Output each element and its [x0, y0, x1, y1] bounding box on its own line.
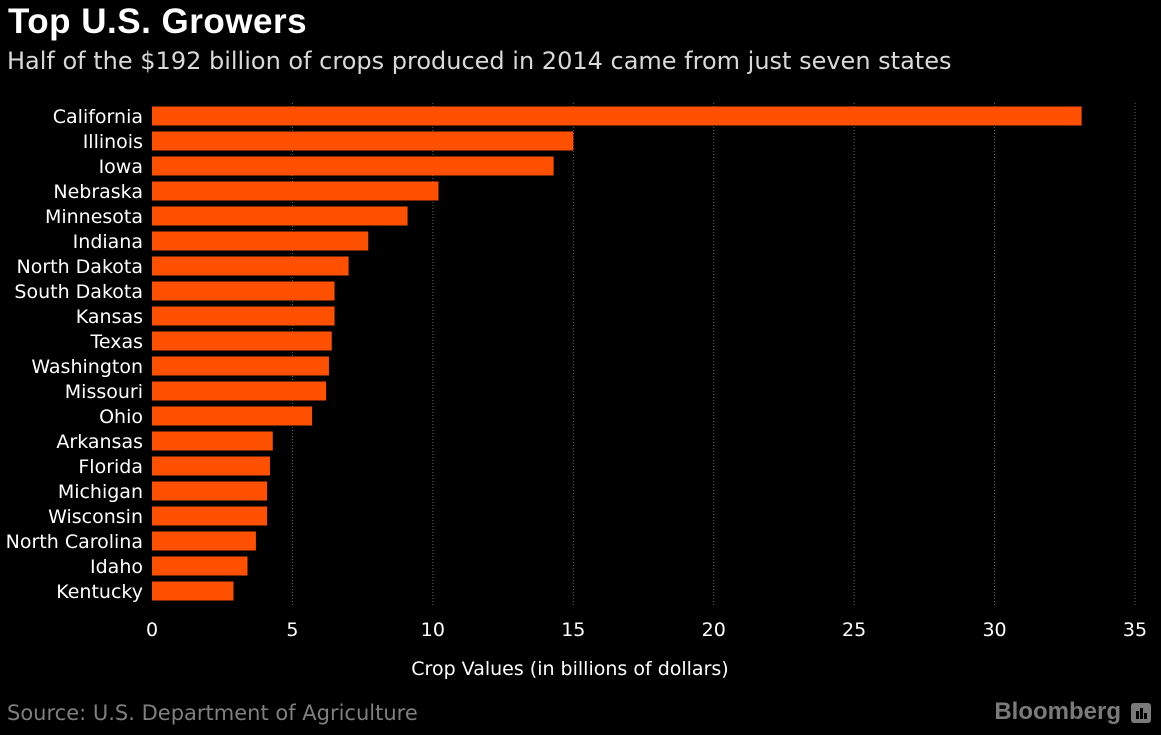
category-label: Arkansas — [56, 431, 143, 453]
bar-north-carolina — [152, 531, 256, 551]
category-label: Minnesota — [45, 206, 143, 228]
bar-texas — [152, 331, 332, 351]
bar-north-dakota — [152, 256, 349, 276]
x-tick-label: 0 — [146, 619, 158, 641]
bar-indiana — [152, 231, 369, 251]
bar-ohio — [152, 406, 313, 426]
bar-illinois — [152, 131, 574, 151]
category-label: Idaho — [90, 556, 143, 578]
bar-nebraska — [152, 181, 439, 201]
bar-kansas — [152, 306, 335, 326]
x-axis-label: Crop Values (in billions of dollars) — [411, 658, 728, 680]
category-label: Ohio — [99, 406, 143, 428]
bar-minnesota — [152, 206, 408, 226]
bar-michigan — [152, 481, 268, 501]
bar-florida — [152, 456, 270, 476]
category-label: North Carolina — [6, 531, 143, 553]
x-tick-label: 15 — [561, 619, 585, 641]
category-label: California — [53, 106, 143, 128]
category-label: Washington — [31, 356, 143, 378]
category-label: North Dakota — [17, 256, 144, 278]
x-tick-label: 30 — [982, 619, 1006, 641]
category-label: Michigan — [58, 481, 143, 503]
bar-arkansas — [152, 431, 273, 451]
bar-kentucky — [152, 581, 234, 601]
x-tick-label: 25 — [842, 619, 866, 641]
bar-iowa — [152, 156, 554, 176]
x-tick-labels: 0 5 10 15 20 25 30 35 — [146, 619, 1147, 641]
bar-chart: California Illinois Iowa Nebraska Minnesota I… — [6, 103, 1147, 680]
source-note: Source: U.S. Department of Agriculture — [7, 701, 418, 725]
chart-subtitle: Half of the $192 billion of crops produc… — [7, 47, 952, 75]
category-label: Wisconsin — [48, 506, 143, 528]
bloomberg-terminal-icon — [1131, 703, 1151, 723]
category-label: Iowa — [99, 156, 143, 178]
category-labels: California Illinois Iowa Nebraska Minnesota I… — [6, 106, 143, 603]
category-label: South Dakota — [14, 281, 143, 303]
category-label: Illinois — [83, 131, 143, 153]
x-tick-label: 20 — [702, 619, 726, 641]
x-tick-label: 35 — [1123, 619, 1147, 641]
category-label: Missouri — [65, 381, 143, 403]
bloomberg-logo: Bloomberg — [994, 698, 1121, 725]
gridlines — [291, 103, 1136, 605]
bar-california — [152, 106, 1082, 126]
category-label: Florida — [78, 456, 143, 478]
category-label: Texas — [89, 331, 143, 353]
category-label: Indiana — [73, 231, 143, 253]
bar-south-dakota — [152, 281, 335, 301]
chart-title: Top U.S. Growers — [8, 2, 308, 41]
bars — [152, 106, 1082, 601]
bar-missouri — [152, 381, 327, 401]
category-label: Kansas — [76, 306, 143, 328]
x-tick-label: 10 — [421, 619, 445, 641]
x-tick-label: 5 — [286, 619, 298, 641]
category-label: Kentucky — [56, 581, 143, 603]
bar-wisconsin — [152, 506, 268, 526]
category-label: Nebraska — [53, 181, 143, 203]
bar-idaho — [152, 556, 248, 576]
bar-washington — [152, 356, 329, 376]
